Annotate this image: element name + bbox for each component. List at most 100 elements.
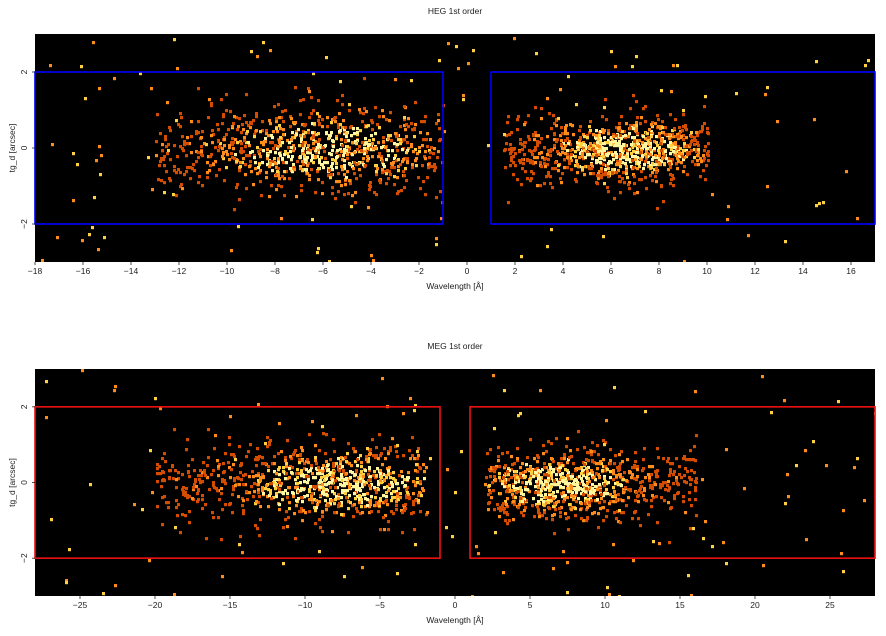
background-event bbox=[704, 95, 707, 99]
event-bin bbox=[420, 120, 423, 124]
event-bin bbox=[360, 498, 363, 502]
event-bin bbox=[540, 151, 543, 155]
event-bin bbox=[621, 161, 624, 165]
event-bin bbox=[326, 474, 329, 478]
event-bin bbox=[607, 129, 610, 133]
background-event bbox=[566, 561, 569, 565]
background-event bbox=[735, 92, 738, 96]
event-bin bbox=[352, 447, 355, 451]
event-bin bbox=[175, 499, 178, 503]
event-bin bbox=[589, 496, 592, 500]
event-bin bbox=[239, 464, 242, 468]
event-bin bbox=[662, 200, 665, 204]
panel-meg: MEG 1st order−25 −20 −15 −10 −5 0 5 10 15 20 25−20… bbox=[7, 341, 876, 625]
event-bin bbox=[619, 153, 622, 157]
event-bin bbox=[184, 491, 187, 495]
event-bin bbox=[355, 470, 358, 474]
event-bin bbox=[296, 488, 299, 492]
event-bin bbox=[653, 140, 656, 144]
event-bin bbox=[338, 130, 341, 134]
event-bin bbox=[358, 108, 361, 112]
background-event bbox=[550, 228, 553, 232]
event-bin bbox=[180, 183, 183, 187]
event-bin bbox=[270, 482, 273, 486]
event-bin bbox=[337, 505, 340, 509]
background-event bbox=[680, 135, 683, 139]
event-bin bbox=[217, 467, 220, 471]
event-bin bbox=[393, 183, 396, 187]
background-event bbox=[97, 248, 100, 252]
background-event bbox=[417, 499, 420, 503]
event-bin bbox=[419, 131, 422, 135]
event-bin bbox=[637, 143, 640, 147]
event-bin bbox=[671, 174, 674, 178]
event-bin bbox=[633, 477, 636, 481]
event-bin bbox=[311, 131, 314, 135]
event-bin bbox=[574, 478, 577, 482]
event-bin bbox=[198, 478, 201, 482]
event-bin bbox=[639, 481, 642, 485]
event-bin bbox=[635, 121, 638, 125]
event-bin bbox=[193, 483, 196, 487]
event-bin bbox=[574, 164, 577, 168]
event-bin bbox=[688, 458, 691, 462]
event-bin bbox=[685, 481, 688, 485]
background-event bbox=[403, 116, 406, 120]
event-bin bbox=[649, 145, 652, 149]
event-bin bbox=[619, 475, 622, 479]
event-bin bbox=[197, 151, 200, 155]
event-bin bbox=[633, 144, 636, 148]
event-bin bbox=[618, 453, 621, 457]
event-bin bbox=[220, 492, 223, 496]
event-bin bbox=[629, 471, 632, 475]
event-bin bbox=[361, 511, 364, 515]
event-bin bbox=[547, 174, 550, 178]
event-bin bbox=[321, 163, 324, 167]
event-bin bbox=[548, 463, 551, 467]
event-bin bbox=[435, 122, 438, 126]
event-bin bbox=[649, 142, 652, 146]
event-bin bbox=[276, 130, 279, 134]
event-bin bbox=[362, 112, 365, 116]
event-bin bbox=[635, 140, 638, 144]
event-bin bbox=[185, 448, 188, 452]
event-bin bbox=[648, 128, 651, 132]
event-bin bbox=[294, 86, 297, 90]
event-bin bbox=[385, 474, 388, 478]
event-bin bbox=[315, 506, 318, 510]
event-bin bbox=[519, 497, 522, 501]
event-bin bbox=[318, 449, 321, 453]
event-bin bbox=[644, 137, 647, 141]
event-bin bbox=[523, 145, 526, 149]
event-bin bbox=[269, 492, 272, 496]
event-bin bbox=[312, 147, 315, 151]
x-tick-label: −18 bbox=[28, 266, 43, 276]
event-bin bbox=[293, 136, 296, 140]
event-bin bbox=[589, 490, 592, 494]
background-event bbox=[783, 399, 786, 403]
event-bin bbox=[544, 157, 547, 161]
event-bin bbox=[557, 169, 560, 173]
event-bin bbox=[280, 185, 283, 189]
event-bin bbox=[295, 130, 298, 134]
event-bin bbox=[429, 165, 432, 169]
event-bin bbox=[242, 483, 245, 487]
event-bin bbox=[597, 473, 600, 477]
event-bin bbox=[214, 146, 217, 150]
event-bin bbox=[282, 128, 285, 132]
event-bin bbox=[551, 186, 554, 190]
event-bin bbox=[385, 499, 388, 503]
event-bin bbox=[287, 155, 290, 159]
event-bin bbox=[555, 437, 558, 441]
event-bin bbox=[179, 145, 182, 149]
event-bin bbox=[258, 534, 261, 538]
event-bin bbox=[390, 139, 393, 143]
event-bin bbox=[516, 457, 519, 461]
event-bin bbox=[543, 511, 546, 515]
background-event bbox=[687, 574, 690, 578]
event-bin bbox=[340, 496, 343, 500]
background-event bbox=[477, 552, 480, 556]
background-event bbox=[614, 65, 617, 69]
background-event bbox=[370, 254, 373, 258]
event-bin bbox=[385, 495, 388, 499]
